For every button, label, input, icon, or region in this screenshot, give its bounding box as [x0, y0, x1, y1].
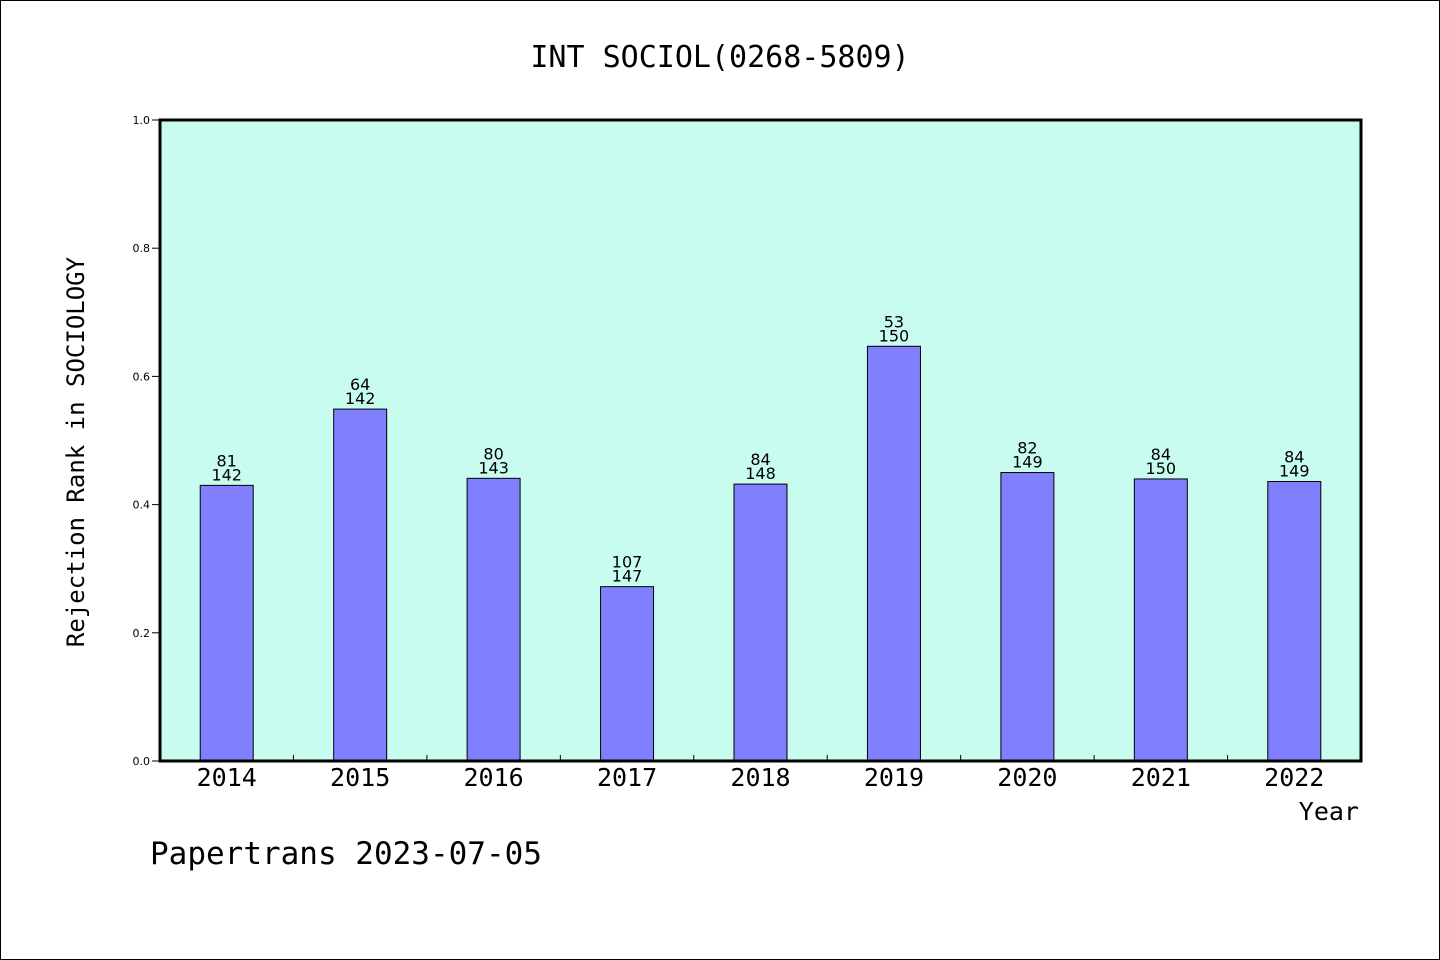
- bar-2016: [466, 477, 521, 762]
- bar-rank-label: 53: [884, 312, 904, 331]
- y-axis-label: Rejection Rank in SOCIOLOGY: [62, 256, 90, 647]
- footer-text: Papertrans 2023-07-05: [150, 836, 542, 872]
- x-axis: 2014 2015 2016 2017 2018 2019 2020 2021 2022: [197, 755, 1324, 792]
- plot-border: [158, 118, 1363, 763]
- bar-2014: [199, 484, 254, 762]
- bar-total-label: 148: [745, 464, 776, 483]
- bar-2015: [333, 408, 388, 762]
- bar-total-label: 150: [1146, 459, 1177, 478]
- x-tick-label: 2020: [997, 763, 1057, 792]
- x-tick-label: 2015: [330, 763, 390, 792]
- x-tick-label: 2016: [464, 763, 524, 792]
- x-tick-label: 2017: [597, 763, 657, 792]
- y-axis: 0.0 0.2 0.4 0.6 0.8 1.0: [133, 114, 160, 768]
- y-tick-label: 0.6: [133, 370, 151, 383]
- bar-rank-label: 64: [350, 375, 370, 394]
- bar-2018: [733, 483, 788, 762]
- chart-title: INT SOCIOL(0268-5809): [530, 40, 909, 75]
- bar-total-label: 147: [612, 567, 643, 586]
- bar-total-label: 149: [1012, 453, 1043, 472]
- x-tick-label: 2021: [1131, 763, 1191, 792]
- bar-2021: [1133, 478, 1188, 762]
- bar-2017: [600, 586, 655, 762]
- y-tick-label: 0.0: [133, 755, 151, 768]
- bar-rank-label: 80: [483, 444, 503, 463]
- bar-total-label: 149: [1279, 462, 1310, 481]
- bar-rank-label: 84: [1284, 448, 1304, 467]
- x-tick-label: 2019: [864, 763, 924, 792]
- bar-rank-label: 84: [750, 450, 770, 469]
- bar-rank-label: 81: [217, 451, 237, 470]
- x-tick-label: 2018: [730, 763, 790, 792]
- y-tick-label: 0.2: [133, 627, 151, 640]
- y-tick-label: 1.0: [133, 114, 151, 127]
- y-tick-label: 0.8: [133, 242, 151, 255]
- bars-group: [199, 345, 1322, 762]
- x-tick-label: 2022: [1264, 763, 1324, 792]
- y-tick-label: 0.4: [133, 499, 151, 512]
- x-axis-label: Year: [1299, 797, 1359, 826]
- bar-rank-label: 82: [1017, 439, 1037, 458]
- x-tick-label: 2014: [197, 763, 257, 792]
- bar-total-label: 143: [478, 458, 509, 477]
- bar-total-label: 142: [211, 465, 242, 484]
- bar-total-label: 150: [879, 326, 910, 345]
- bar-2019: [866, 345, 921, 762]
- bar-total-label: 142: [345, 389, 376, 408]
- bar-2020: [1000, 472, 1055, 762]
- bar-rank-label: 84: [1151, 445, 1171, 464]
- bar-2022: [1267, 481, 1322, 762]
- bar-rank-label: 107: [612, 553, 643, 572]
